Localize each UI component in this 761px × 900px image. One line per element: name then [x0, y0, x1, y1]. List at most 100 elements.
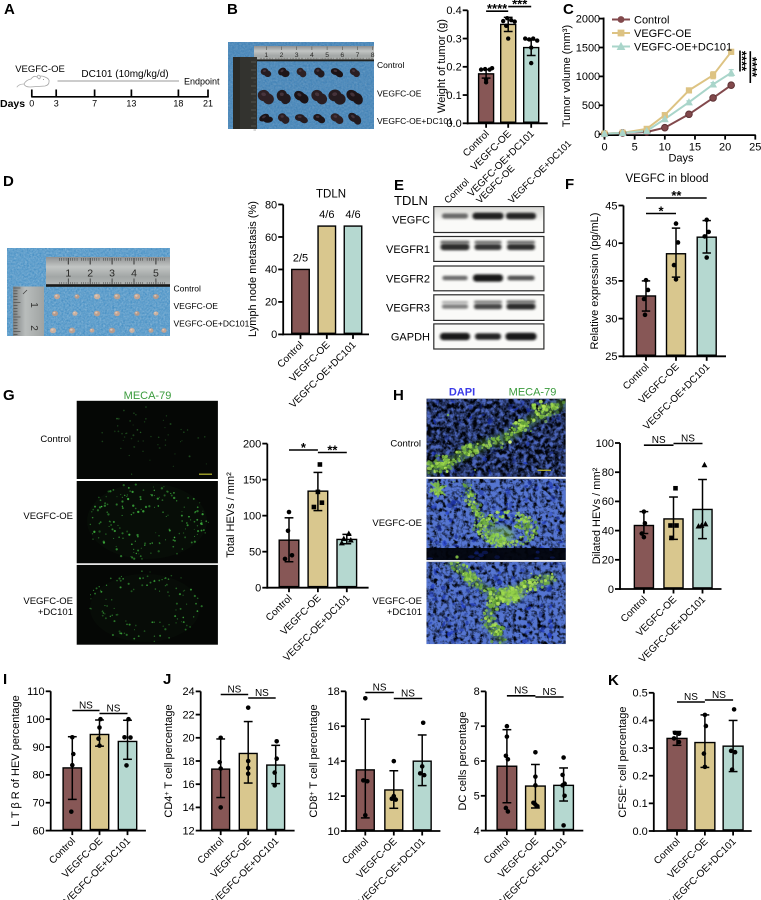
svg-text:0.1: 0.1: [446, 90, 461, 102]
svg-text:VEGFR2: VEGFR2: [386, 273, 430, 285]
svg-text:MECA-79: MECA-79: [509, 387, 557, 399]
svg-text:NS: NS: [107, 703, 121, 714]
svg-text:D: D: [3, 173, 14, 190]
svg-text:200: 200: [243, 438, 261, 450]
svg-text:3: 3: [295, 52, 299, 59]
svg-text:NS: NS: [79, 700, 93, 711]
svg-text:21: 21: [203, 99, 213, 109]
svg-text:3: 3: [54, 99, 59, 109]
svg-text:Days: Days: [668, 153, 694, 165]
svg-text:14: 14: [182, 802, 194, 814]
svg-text:12: 12: [328, 791, 340, 803]
svg-text:TDLN: TDLN: [316, 189, 346, 201]
svg-text:0: 0: [594, 129, 600, 141]
svg-text:CD4+ T cell percentage: CD4+ T cell percentage: [163, 704, 175, 817]
svg-text:VEGFC-OE: VEGFC-OE: [634, 28, 691, 40]
svg-text:80: 80: [602, 467, 614, 479]
svg-text:0: 0: [29, 99, 34, 109]
svg-text:G: G: [3, 387, 15, 404]
svg-text:DC cells percentage: DC cells percentage: [457, 711, 469, 810]
svg-text:16: 16: [182, 779, 194, 791]
svg-text:A: A: [4, 1, 15, 18]
svg-text:***: ***: [512, 0, 528, 12]
svg-text:8: 8: [474, 686, 480, 698]
svg-text:0.3: 0.3: [633, 743, 648, 755]
svg-text:E: E: [394, 177, 404, 194]
svg-text:35: 35: [605, 276, 617, 288]
svg-text:3: 3: [109, 268, 115, 280]
svg-text:8: 8: [371, 52, 375, 59]
svg-text:Tumor volume (mm³): Tumor volume (mm³): [561, 25, 573, 127]
svg-text:5: 5: [632, 142, 638, 154]
svg-text:VEGFR3: VEGFR3: [386, 303, 430, 315]
svg-text:DC101 (10mg/kg/d): DC101 (10mg/kg/d): [81, 69, 168, 80]
svg-text:15: 15: [689, 142, 701, 154]
svg-text:K: K: [608, 672, 619, 689]
svg-text:40: 40: [265, 264, 277, 276]
svg-text:B: B: [227, 1, 238, 18]
svg-text:NS: NS: [543, 687, 557, 698]
svg-text:GAPDH: GAPDH: [391, 331, 430, 343]
svg-text:*: *: [658, 204, 664, 219]
svg-text:100: 100: [243, 511, 261, 523]
svg-text:NS: NS: [514, 686, 528, 697]
svg-text:7: 7: [474, 721, 480, 733]
svg-text:VEGFC-OE: VEGFC-OE: [372, 596, 422, 607]
svg-text:2: 2: [28, 325, 39, 331]
svg-text:NS: NS: [652, 435, 666, 446]
svg-text:1000: 1000: [576, 71, 600, 83]
svg-text:16: 16: [328, 721, 340, 733]
svg-text:****: ****: [487, 1, 508, 16]
svg-text:25: 25: [605, 351, 617, 363]
svg-text:MECA-79: MECA-79: [124, 390, 172, 402]
svg-text:20: 20: [265, 297, 277, 309]
svg-text:45: 45: [605, 200, 617, 212]
svg-text:NS: NS: [401, 688, 415, 699]
svg-text:0.4: 0.4: [633, 715, 648, 727]
svg-text:DAPI: DAPI: [449, 387, 475, 399]
svg-text:0.2: 0.2: [633, 771, 648, 783]
svg-text:110: 110: [27, 686, 45, 698]
svg-text:Control: Control: [390, 439, 421, 450]
svg-text:VEGFC-OE: VEGFC-OE: [174, 301, 219, 311]
svg-text:7: 7: [356, 52, 360, 59]
svg-text:4: 4: [310, 52, 314, 59]
svg-text:+DC101: +DC101: [387, 607, 422, 618]
svg-text:25: 25: [749, 142, 761, 154]
svg-text:Endpoint: Endpoint: [184, 77, 220, 87]
svg-text:Days: Days: [0, 98, 25, 110]
svg-text:40: 40: [602, 525, 614, 537]
svg-text:2/5: 2/5: [293, 252, 308, 264]
svg-text:0.2: 0.2: [446, 62, 461, 74]
svg-text:CD8+ T cell percentage: CD8+ T cell percentage: [308, 704, 320, 817]
svg-text:5: 5: [153, 268, 159, 280]
svg-text:VEGFC-OE: VEGFC-OE: [23, 596, 73, 607]
svg-text:Lymph node metastasis (%): Lymph node metastasis (%): [247, 201, 259, 337]
svg-text:40: 40: [605, 238, 617, 250]
svg-text:Control: Control: [174, 284, 202, 294]
svg-text:0: 0: [255, 583, 261, 595]
svg-text:J: J: [163, 671, 171, 688]
svg-text:NS: NS: [712, 690, 726, 701]
svg-text:1: 1: [264, 52, 268, 59]
svg-text:90: 90: [32, 742, 44, 754]
svg-text:0.1: 0.1: [633, 798, 648, 810]
svg-text:Relative expression (pg/mL): Relative expression (pg/mL): [589, 213, 601, 350]
svg-text:0: 0: [601, 142, 607, 154]
svg-text:22: 22: [182, 709, 194, 721]
svg-text:Control: Control: [40, 434, 71, 445]
svg-text:20: 20: [719, 142, 731, 154]
svg-text:+DC101: +DC101: [38, 607, 73, 618]
svg-text:5: 5: [325, 52, 329, 59]
svg-text:12: 12: [182, 825, 194, 837]
svg-text:NS: NS: [373, 682, 387, 693]
svg-text:0.4: 0.4: [446, 5, 461, 17]
svg-text:0: 0: [271, 329, 277, 341]
svg-text:0.0: 0.0: [633, 826, 648, 838]
svg-text:4: 4: [131, 268, 137, 280]
svg-text:TDLN: TDLN: [394, 193, 428, 208]
svg-text:**: **: [671, 188, 682, 203]
svg-text:20: 20: [182, 733, 194, 745]
svg-text:I: I: [3, 671, 7, 688]
svg-text:150: 150: [243, 474, 261, 486]
